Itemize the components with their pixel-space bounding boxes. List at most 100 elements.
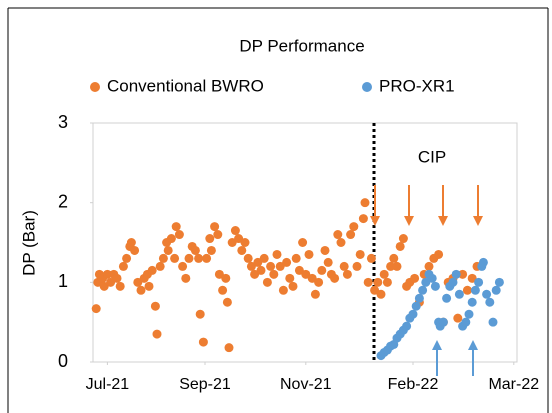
- point: [190, 245, 200, 255]
- point: [150, 301, 160, 311]
- point: [363, 277, 373, 287]
- point: [126, 238, 136, 247]
- point: [163, 245, 173, 255]
- point: [170, 253, 180, 263]
- point: [395, 241, 405, 251]
- point: [118, 261, 128, 271]
- point: [310, 289, 320, 299]
- x-tick-label: Sep-21: [179, 376, 231, 393]
- point: [256, 265, 266, 275]
- point: [155, 261, 165, 271]
- point: [470, 285, 480, 295]
- point: [130, 245, 140, 255]
- point: [171, 222, 181, 232]
- x-tick-label: Jul-21: [86, 376, 130, 393]
- point: [386, 261, 396, 271]
- point: [330, 273, 340, 283]
- annotation: CIP: [418, 147, 446, 166]
- arrow-head: [404, 216, 414, 226]
- point: [243, 253, 253, 263]
- point: [482, 289, 492, 299]
- point: [266, 261, 276, 271]
- point: [158, 253, 168, 263]
- point: [278, 285, 288, 295]
- point: [454, 289, 464, 299]
- point: [152, 329, 162, 339]
- point: [202, 253, 212, 263]
- point: [366, 253, 376, 263]
- point: [147, 265, 157, 275]
- point: [485, 297, 495, 307]
- point: [206, 245, 216, 255]
- legend-label: PRO-XR1: [379, 76, 455, 95]
- point: [448, 277, 458, 287]
- point: [352, 261, 362, 271]
- point: [451, 269, 461, 279]
- point: [474, 277, 484, 287]
- point: [112, 273, 122, 283]
- point: [272, 249, 282, 259]
- point: [230, 226, 240, 236]
- point: [210, 222, 220, 232]
- y-axis-label: DP (Bar): [19, 210, 38, 276]
- point: [222, 297, 232, 307]
- point: [408, 309, 418, 319]
- y-tick-label: 1: [58, 271, 68, 291]
- arrow-head: [438, 216, 448, 226]
- point: [434, 249, 444, 259]
- point: [376, 289, 386, 299]
- point: [427, 273, 437, 283]
- x-tick-label: Feb-22: [388, 376, 439, 393]
- point: [184, 253, 194, 263]
- point: [414, 293, 424, 303]
- chart-title: DP Performance: [239, 36, 364, 55]
- point: [218, 285, 228, 295]
- point: [430, 281, 440, 291]
- point: [398, 234, 408, 244]
- point: [304, 249, 314, 259]
- point: [462, 285, 472, 295]
- point: [194, 253, 204, 263]
- point: [467, 297, 477, 307]
- point: [323, 257, 333, 267]
- y-tick-label: 0: [58, 351, 68, 371]
- point: [346, 230, 356, 240]
- plot-area: [92, 122, 518, 363]
- point: [181, 273, 191, 283]
- point: [291, 253, 301, 263]
- point: [205, 234, 215, 244]
- point: [166, 234, 176, 244]
- y-tick-label: 3: [58, 112, 68, 132]
- point: [288, 281, 298, 291]
- arrow-head: [473, 216, 483, 226]
- point: [360, 198, 370, 208]
- arrow-head: [370, 216, 380, 226]
- point: [136, 285, 146, 295]
- arrows: [370, 185, 483, 376]
- point: [464, 309, 474, 319]
- point: [122, 253, 132, 263]
- point: [178, 261, 188, 271]
- legend-swatch: [90, 82, 100, 92]
- point: [458, 269, 468, 279]
- point: [320, 245, 330, 255]
- point: [144, 281, 154, 291]
- point: [285, 273, 295, 283]
- point: [411, 301, 421, 311]
- point: [373, 277, 383, 287]
- point: [392, 261, 402, 271]
- point: [438, 317, 448, 327]
- point: [461, 317, 471, 327]
- point: [379, 269, 389, 279]
- point: [259, 253, 269, 263]
- y-tick-label: 2: [58, 191, 68, 211]
- point: [198, 337, 208, 347]
- point: [355, 249, 365, 259]
- point: [314, 277, 324, 287]
- point: [342, 269, 352, 279]
- legend-swatch: [362, 82, 372, 92]
- point: [237, 245, 247, 255]
- point: [339, 261, 349, 271]
- point: [442, 293, 452, 303]
